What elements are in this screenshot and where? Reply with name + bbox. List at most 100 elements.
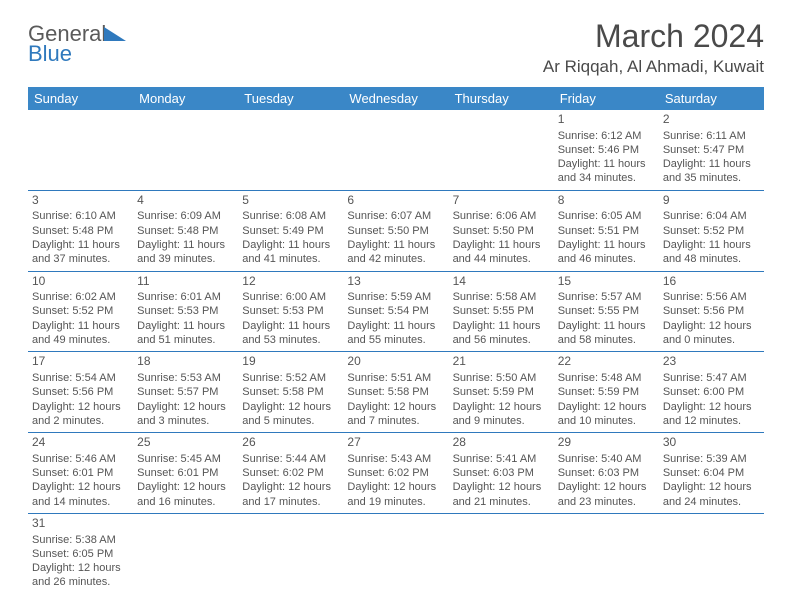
calendar-cell [238,513,343,593]
sunset-line: Sunset: 5:49 PM [242,224,339,238]
daylight-line-2: and 51 minutes. [137,333,234,347]
daylight-line-2: and 35 minutes. [663,171,760,185]
daylight-line-2: and 42 minutes. [347,252,444,266]
calendar-cell: 26Sunrise: 5:44 AMSunset: 6:02 PMDayligh… [238,433,343,514]
calendar-week: 3Sunrise: 6:10 AMSunset: 5:48 PMDaylight… [28,190,764,271]
calendar-week: 17Sunrise: 5:54 AMSunset: 5:56 PMDayligh… [28,352,764,433]
day-number: 10 [32,274,129,290]
sunset-line: Sunset: 5:58 PM [347,385,444,399]
daylight-line-1: Daylight: 12 hours [663,319,760,333]
col-thursday: Thursday [449,87,554,110]
day-number: 5 [242,193,339,209]
daylight-line-2: and 56 minutes. [453,333,550,347]
calendar-cell: 25Sunrise: 5:45 AMSunset: 6:01 PMDayligh… [133,433,238,514]
sunrise-line: Sunrise: 5:56 AM [663,290,760,304]
calendar-cell: 17Sunrise: 5:54 AMSunset: 5:56 PMDayligh… [28,352,133,433]
sunrise-line: Sunrise: 6:12 AM [558,129,655,143]
calendar-cell: 21Sunrise: 5:50 AMSunset: 5:59 PMDayligh… [449,352,554,433]
sunrise-line: Sunrise: 6:01 AM [137,290,234,304]
calendar-cell: 6Sunrise: 6:07 AMSunset: 5:50 PMDaylight… [343,190,448,271]
day-number: 18 [137,354,234,370]
sunrise-line: Sunrise: 5:59 AM [347,290,444,304]
sunrise-line: Sunrise: 5:39 AM [663,452,760,466]
daylight-line-2: and 26 minutes. [32,575,129,589]
daylight-line-2: and 9 minutes. [453,414,550,428]
sunrise-line: Sunrise: 6:04 AM [663,209,760,223]
calendar-cell: 7Sunrise: 6:06 AMSunset: 5:50 PMDaylight… [449,190,554,271]
daylight-line-2: and 58 minutes. [558,333,655,347]
daylight-line-2: and 19 minutes. [347,495,444,509]
day-number: 15 [558,274,655,290]
day-header-row: Sunday Monday Tuesday Wednesday Thursday… [28,87,764,110]
sunset-line: Sunset: 5:56 PM [32,385,129,399]
location-text: Ar Riqqah, Al Ahmadi, Kuwait [543,57,764,77]
sunrise-line: Sunrise: 6:02 AM [32,290,129,304]
sunset-line: Sunset: 5:53 PM [242,304,339,318]
daylight-line-2: and 12 minutes. [663,414,760,428]
calendar-body: 1Sunrise: 6:12 AMSunset: 5:46 PMDaylight… [28,110,764,594]
calendar-cell: 30Sunrise: 5:39 AMSunset: 6:04 PMDayligh… [659,433,764,514]
sunrise-line: Sunrise: 6:06 AM [453,209,550,223]
daylight-line-2: and 5 minutes. [242,414,339,428]
day-number: 9 [663,193,760,209]
daylight-line-1: Daylight: 11 hours [242,238,339,252]
calendar-cell: 11Sunrise: 6:01 AMSunset: 5:53 PMDayligh… [133,271,238,352]
calendar-week: 10Sunrise: 6:02 AMSunset: 5:52 PMDayligh… [28,271,764,352]
sunset-line: Sunset: 5:55 PM [453,304,550,318]
sunset-line: Sunset: 5:47 PM [663,143,760,157]
calendar-cell: 23Sunrise: 5:47 AMSunset: 6:00 PMDayligh… [659,352,764,433]
sunset-line: Sunset: 6:04 PM [663,466,760,480]
daylight-line-1: Daylight: 12 hours [137,480,234,494]
daylight-line-1: Daylight: 12 hours [137,400,234,414]
daylight-line-2: and 21 minutes. [453,495,550,509]
day-number: 21 [453,354,550,370]
calendar-cell: 4Sunrise: 6:09 AMSunset: 5:48 PMDaylight… [133,190,238,271]
daylight-line-1: Daylight: 12 hours [663,400,760,414]
calendar-cell: 13Sunrise: 5:59 AMSunset: 5:54 PMDayligh… [343,271,448,352]
day-number: 3 [32,193,129,209]
day-number: 7 [453,193,550,209]
daylight-line-2: and 55 minutes. [347,333,444,347]
brand-part2: Blue [28,41,72,66]
sunset-line: Sunset: 5:46 PM [558,143,655,157]
calendar-cell: 1Sunrise: 6:12 AMSunset: 5:46 PMDaylight… [554,110,659,190]
sunset-line: Sunset: 5:51 PM [558,224,655,238]
day-number: 22 [558,354,655,370]
daylight-line-1: Daylight: 12 hours [558,480,655,494]
day-number: 4 [137,193,234,209]
daylight-line-2: and 0 minutes. [663,333,760,347]
page-title: March 2024 [543,18,764,55]
sunset-line: Sunset: 6:01 PM [32,466,129,480]
sunset-line: Sunset: 5:50 PM [347,224,444,238]
day-number: 8 [558,193,655,209]
sunset-line: Sunset: 5:50 PM [453,224,550,238]
calendar-cell [343,513,448,593]
day-number: 30 [663,435,760,451]
daylight-line-2: and 37 minutes. [32,252,129,266]
day-number: 2 [663,112,760,128]
sunset-line: Sunset: 5:55 PM [558,304,655,318]
calendar-cell: 31Sunrise: 5:38 AMSunset: 6:05 PMDayligh… [28,513,133,593]
calendar-cell [133,110,238,190]
sunset-line: Sunset: 6:05 PM [32,547,129,561]
sunset-line: Sunset: 5:59 PM [453,385,550,399]
sunrise-line: Sunrise: 5:43 AM [347,452,444,466]
daylight-line-1: Daylight: 11 hours [558,157,655,171]
calendar-week: 31Sunrise: 5:38 AMSunset: 6:05 PMDayligh… [28,513,764,593]
calendar-cell [449,110,554,190]
day-number: 23 [663,354,760,370]
daylight-line-1: Daylight: 12 hours [347,400,444,414]
calendar-cell [659,513,764,593]
daylight-line-2: and 39 minutes. [137,252,234,266]
calendar-week: 24Sunrise: 5:46 AMSunset: 6:01 PMDayligh… [28,433,764,514]
sunrise-line: Sunrise: 5:41 AM [453,452,550,466]
sunrise-line: Sunrise: 5:46 AM [32,452,129,466]
daylight-line-2: and 14 minutes. [32,495,129,509]
sunrise-line: Sunrise: 5:47 AM [663,371,760,385]
calendar-cell: 19Sunrise: 5:52 AMSunset: 5:58 PMDayligh… [238,352,343,433]
daylight-line-1: Daylight: 12 hours [32,561,129,575]
calendar-cell: 27Sunrise: 5:43 AMSunset: 6:02 PMDayligh… [343,433,448,514]
sunset-line: Sunset: 6:03 PM [453,466,550,480]
daylight-line-1: Daylight: 12 hours [453,480,550,494]
col-friday: Friday [554,87,659,110]
